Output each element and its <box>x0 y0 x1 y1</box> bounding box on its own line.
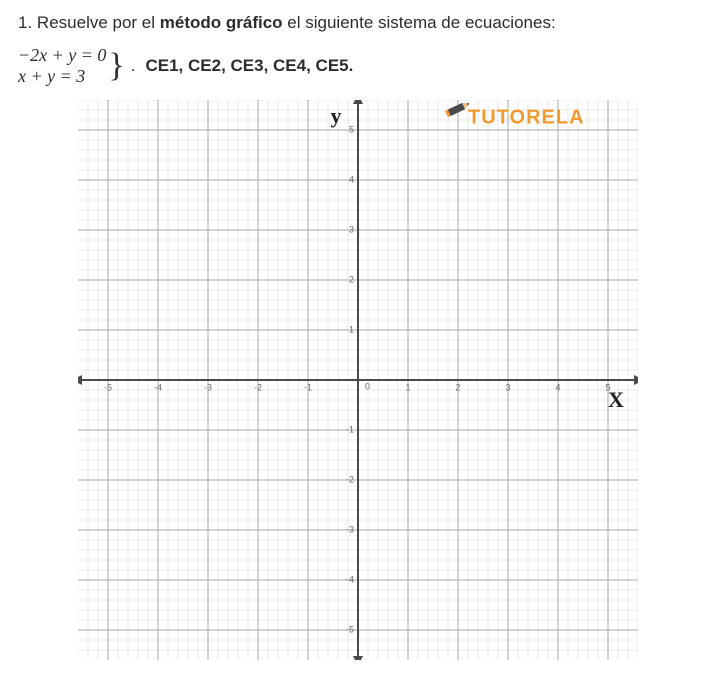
svg-text:-2: -2 <box>346 475 354 485</box>
svg-text:-2: -2 <box>254 383 262 393</box>
svg-text:-5: -5 <box>346 625 354 635</box>
problem-text-suffix: el siguiente sistema de ecuaciones: <box>283 13 556 32</box>
svg-text:-4: -4 <box>346 575 354 585</box>
brand-text: TUTORELA <box>468 107 585 129</box>
equation-1: −2x + y = 0 <box>18 45 106 66</box>
coordinate-grid: -5-4-3-2-1012345-5-4-3-2-112345yXTUTOREL… <box>78 100 638 660</box>
svg-text:3: 3 <box>349 225 354 235</box>
problem-text-bold: método gráfico <box>160 13 283 32</box>
svg-text:-5: -5 <box>104 383 112 393</box>
svg-text:2: 2 <box>349 275 354 285</box>
svg-text:4: 4 <box>555 383 560 393</box>
svg-text:-4: -4 <box>154 383 162 393</box>
svg-text:X: X <box>608 387 624 412</box>
svg-text:1: 1 <box>405 383 410 393</box>
problem-text-prefix: Resuelve por el <box>37 13 160 32</box>
svg-text:3: 3 <box>505 383 510 393</box>
svg-text:2: 2 <box>455 383 460 393</box>
svg-text:-3: -3 <box>346 525 354 535</box>
system-equations: −2x + y = 0 x + y = 3 <box>18 45 106 86</box>
closing-brace-icon: } <box>108 49 124 83</box>
graph-container: -5-4-3-2-1012345-5-4-3-2-112345yXTUTOREL… <box>78 100 688 660</box>
svg-text:y: y <box>331 103 342 128</box>
equation-row: −2x + y = 0 x + y = 3 } . CE1, CE2, CE3,… <box>18 45 688 86</box>
problem-statement: 1. Resuelve por el método gráfico el sig… <box>18 12 688 35</box>
svg-text:1: 1 <box>349 325 354 335</box>
svg-text:4: 4 <box>349 175 354 185</box>
ce-list: CE1, CE2, CE3, CE4, CE5. <box>145 56 353 76</box>
svg-text:-3: -3 <box>204 383 212 393</box>
svg-text:5: 5 <box>349 125 354 135</box>
svg-text:-1: -1 <box>304 383 312 393</box>
period: . <box>131 56 136 76</box>
equation-2: x + y = 3 <box>18 66 106 87</box>
problem-number: 1. <box>18 13 32 32</box>
svg-text:-1: -1 <box>346 425 354 435</box>
svg-text:0: 0 <box>365 382 370 392</box>
equation-system: −2x + y = 0 x + y = 3 } <box>18 45 125 86</box>
